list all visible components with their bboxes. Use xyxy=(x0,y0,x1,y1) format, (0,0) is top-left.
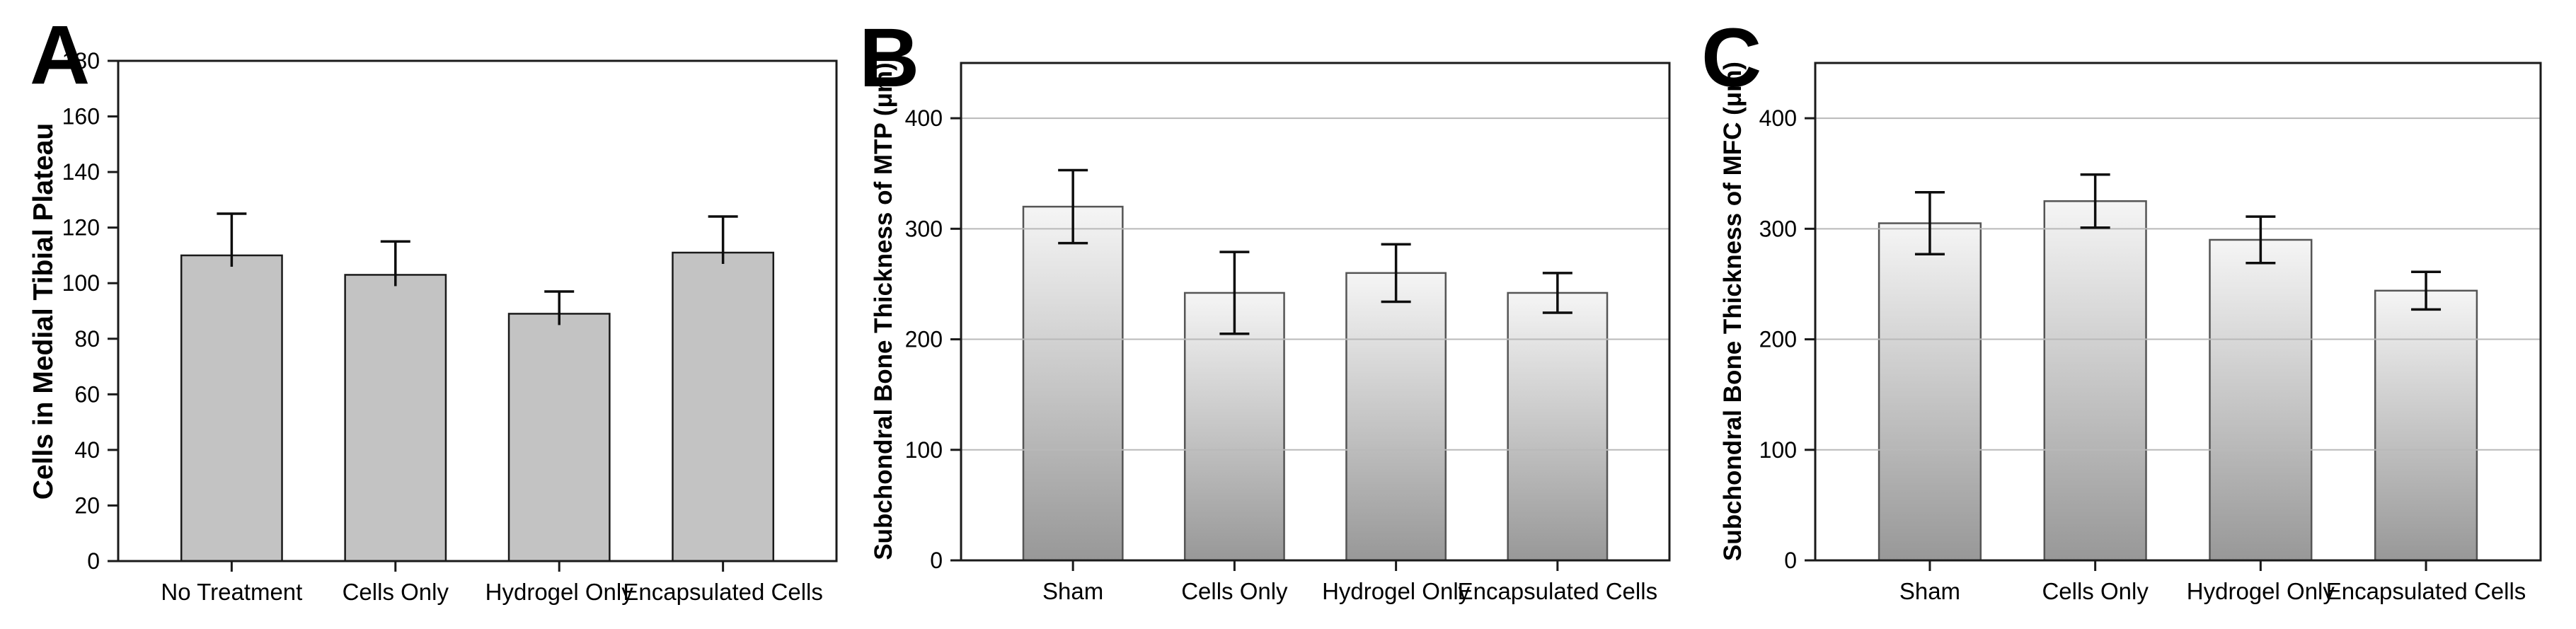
y-tick-label: 100 xyxy=(905,437,943,463)
panel-a-y-axis-title: Cells in Medial Tibial Plateau xyxy=(28,123,59,500)
error-bar-sham xyxy=(1058,168,1088,245)
panel-c-y-axis-title: Subchondral Bone Thickness of MFC (μm) xyxy=(1719,62,1747,561)
bar-cells-only xyxy=(344,274,447,562)
y-tick-label: 120 xyxy=(62,215,100,241)
x-category-label: Hydrogel Only xyxy=(485,579,634,605)
plot-box xyxy=(960,62,1671,562)
error-bar-no-treatment xyxy=(217,212,247,267)
y-tick-label: 400 xyxy=(905,105,943,131)
bar-hydrogel-only xyxy=(2209,238,2313,562)
bar-sham xyxy=(1022,205,1124,562)
panel-label-c: C xyxy=(1701,11,1761,105)
panel-label-b: B xyxy=(859,11,919,105)
error-bar-hydrogel-only xyxy=(2246,215,2276,265)
bar-encapsulated-cells xyxy=(1507,292,1609,562)
y-tick-label: 100 xyxy=(62,270,100,296)
y-tick-label: 300 xyxy=(1759,216,1797,241)
error-bar-encapsulated-cells xyxy=(708,215,738,265)
panel-c: 0 100 200 300 400 Sham Cells Only Hydrogel Only… xyxy=(1701,11,2542,604)
panel-a: 0 20 40 60 80 100 120 140 160 180 No Treatment Cell… xyxy=(28,8,838,605)
panel-c-plot: 0 100 200 300 400 Sham Cells Only Hydrogel Only… xyxy=(1759,62,2542,604)
y-tick-label: 80 xyxy=(74,326,100,352)
y-tick-label: 0 xyxy=(1784,548,1797,573)
error-bar-hydrogel-only xyxy=(544,290,575,325)
y-tick-label: 0 xyxy=(930,548,943,573)
y-tick-label: 0 xyxy=(87,548,100,574)
x-category-label: No Treatment xyxy=(161,579,302,605)
y-tick-label: 300 xyxy=(905,216,943,241)
error-bar-cells-only xyxy=(380,240,410,287)
panel-label-a: A xyxy=(30,8,90,102)
panel-b: 0 100 200 300 400 Sham Cells Only Hydrogel Only… xyxy=(859,11,1671,604)
x-category-label: Cells Only xyxy=(1181,578,1288,604)
panel-b-y-axis-title: Subchondral Bone Thickness of MTP (μm) xyxy=(870,62,897,560)
x-category-label: Cells Only xyxy=(2042,578,2149,604)
error-bar-sham xyxy=(1914,191,1945,256)
y-tick-label: 40 xyxy=(74,437,100,463)
y-tick-label: 60 xyxy=(74,381,100,407)
y-tick-label: 100 xyxy=(1759,437,1797,463)
plot-box xyxy=(1814,62,2542,562)
y-tick-label: 200 xyxy=(905,327,943,352)
bar-sham xyxy=(1878,222,1982,562)
error-bar-cells-only xyxy=(2080,173,2110,229)
error-bar-encapsulated-cells xyxy=(2411,270,2442,311)
panel-a-plot: 0 20 40 60 80 100 120 140 160 180 No Treatment Cell… xyxy=(62,48,838,605)
plot-box xyxy=(117,59,838,562)
y-tick-label: 180 xyxy=(62,48,100,74)
y-tick-label: 400 xyxy=(1759,105,1797,131)
bar-cells-only xyxy=(2043,200,2147,562)
x-category-label: Sham xyxy=(1042,578,1103,604)
x-category-label: Hydrogel Only xyxy=(1322,578,1471,604)
x-category-label: Encapsulated Cells xyxy=(1458,578,1658,604)
error-bar-cells-only xyxy=(1219,250,1250,335)
error-bar-hydrogel-only xyxy=(1381,243,1411,304)
bar-hydrogel-only xyxy=(507,313,611,562)
x-category-label: Sham xyxy=(1899,578,1960,604)
x-category-label: Cells Only xyxy=(343,579,449,605)
error-bar-encapsulated-cells xyxy=(1542,272,1572,314)
y-tick-label: 200 xyxy=(1759,327,1797,352)
y-tick-label: 160 xyxy=(62,104,100,129)
x-category-label: Encapsulated Cells xyxy=(623,579,823,605)
x-category-label: Hydrogel Only xyxy=(2187,578,2335,604)
bar-no-treatment xyxy=(180,254,283,562)
x-category-label: Encapsulated Cells xyxy=(2326,578,2526,604)
bar-encapsulated-cells xyxy=(672,251,775,562)
y-tick-label: 140 xyxy=(62,159,100,185)
y-tick-label: 20 xyxy=(74,492,100,518)
bar-encapsulated-cells xyxy=(2374,289,2478,562)
panel-b-plot: 0 100 200 300 400 Sham Cells Only Hydrogel Only… xyxy=(905,62,1671,604)
bar-hydrogel-only xyxy=(1345,272,1447,562)
